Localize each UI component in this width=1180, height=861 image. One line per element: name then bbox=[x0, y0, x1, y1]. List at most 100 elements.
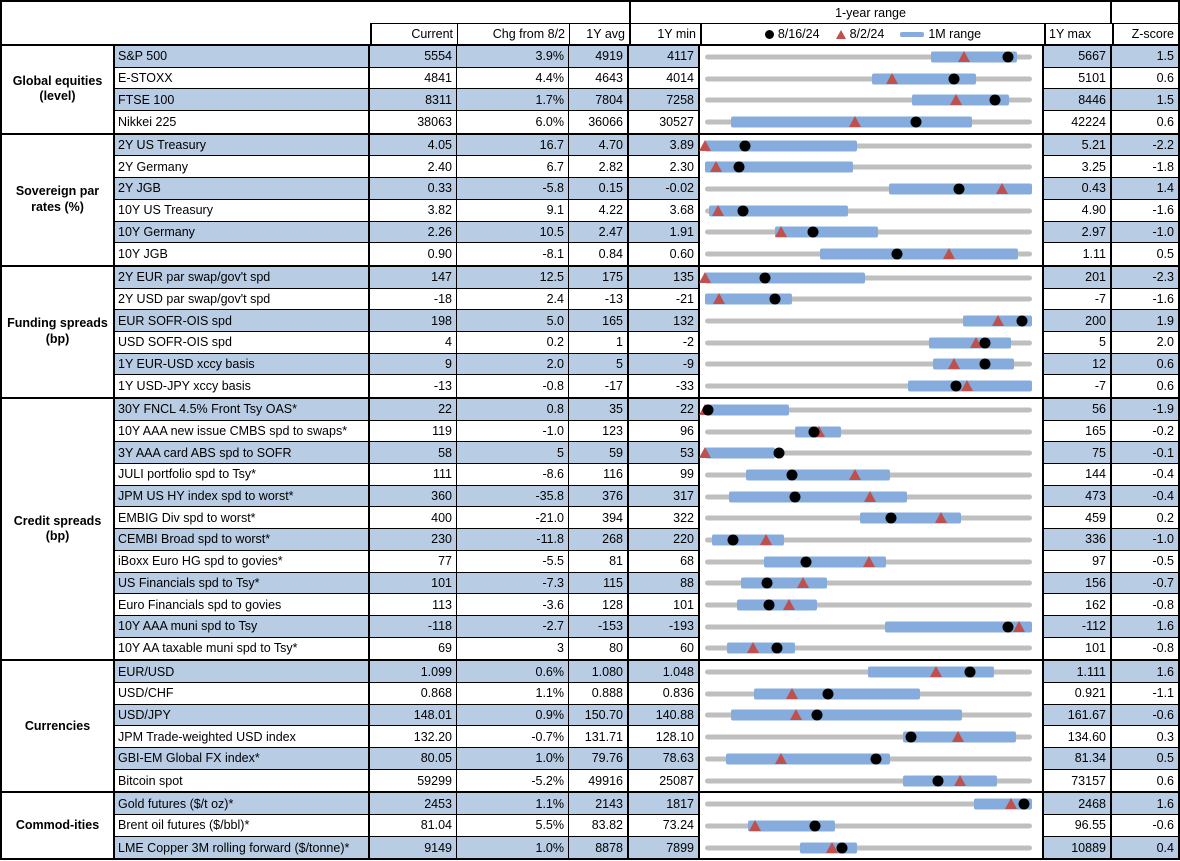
8-2-24-marker-icon bbox=[960, 380, 973, 392]
1y-range-track bbox=[705, 208, 1032, 214]
range-chart-track-area bbox=[705, 486, 1032, 508]
8-2-24-marker-icon bbox=[749, 819, 762, 831]
8-16-24-marker-icon bbox=[1002, 621, 1014, 633]
range-chart-track-area bbox=[699, 442, 1032, 464]
change-from-8-2-value: 2.0 bbox=[457, 353, 569, 376]
8-16-24-marker-icon bbox=[763, 599, 775, 611]
table-row: 10Y AAA muni spd to Tsy -118 -2.7 -153 -… bbox=[115, 615, 1178, 638]
1y-min-value: 99 bbox=[629, 464, 700, 486]
current-value: 1.099 bbox=[370, 661, 457, 683]
col-header-z-score: Z-score bbox=[1112, 24, 1178, 44]
current-value: 0.90 bbox=[370, 243, 457, 265]
range-chart-track-area bbox=[705, 638, 1032, 660]
instrument-name: 10Y AAA muni spd to Tsy bbox=[115, 615, 370, 638]
1m-range-bar bbox=[726, 753, 890, 765]
legend-item-prior-date: 8/2/24 bbox=[835, 27, 884, 41]
1y-min-value: 101 bbox=[629, 594, 700, 616]
1y-max-value: 42224 bbox=[1044, 111, 1112, 133]
instrument-name: 30Y FNCL 4.5% Front Tsy OAS* bbox=[115, 399, 370, 421]
1y-range-track bbox=[705, 801, 1032, 807]
range-chart bbox=[700, 550, 1044, 573]
current-value: 113 bbox=[370, 594, 457, 616]
z-score-value: -1.1 bbox=[1112, 683, 1178, 705]
1y-range-track bbox=[705, 580, 1032, 586]
legend-label: 1M range bbox=[928, 27, 982, 41]
1y-avg-value: 7804 bbox=[569, 89, 629, 112]
1y-range-track bbox=[705, 361, 1032, 367]
change-from-8-2-value: 1.7% bbox=[457, 89, 569, 112]
instrument-name: Bitcoin spot bbox=[115, 769, 370, 792]
change-from-8-2-value: -2.7 bbox=[457, 615, 569, 638]
current-value: -118 bbox=[370, 615, 457, 638]
1y-avg-value: 8878 bbox=[569, 836, 629, 859]
z-score-value: 0.5 bbox=[1156, 247, 1174, 262]
table-section: Credit spreads (bp) 30Y FNCL 4.5% Front … bbox=[2, 397, 1178, 660]
1y-max-value: 12 bbox=[1044, 353, 1112, 376]
instrument-name: JULI portfolio spd to Tsy* bbox=[115, 464, 370, 486]
1y-max-value: 96.55 bbox=[1044, 815, 1112, 837]
8-16-24-marker-icon bbox=[800, 556, 812, 568]
1y-max-value: 3.25 bbox=[1044, 156, 1112, 179]
current-value: 58 bbox=[370, 442, 457, 465]
8-2-24-marker-icon bbox=[864, 490, 877, 502]
1y-max-value: 165 bbox=[1044, 420, 1112, 443]
change-from-8-2-value: -5.2% bbox=[457, 769, 569, 792]
range-chart bbox=[700, 615, 1044, 638]
8-2-24-marker-icon bbox=[746, 642, 759, 654]
1y-avg-value: 4919 bbox=[569, 46, 629, 68]
1y-max-value: 336 bbox=[1044, 529, 1112, 551]
change-from-8-2-value: -7.3 bbox=[457, 572, 569, 595]
range-chart-track-area bbox=[705, 464, 1032, 486]
range-chart bbox=[699, 134, 1044, 157]
range-title-cell: 1-year range bbox=[629, 2, 1112, 24]
range-chart bbox=[700, 637, 1044, 660]
1m-range-bar bbox=[709, 205, 848, 217]
current-value: 198 bbox=[370, 310, 457, 332]
1y-range-track bbox=[705, 778, 1032, 784]
blue-bar-icon bbox=[900, 31, 925, 37]
1y-min-value: 7258 bbox=[629, 89, 700, 112]
instrument-name: Nikkei 225 bbox=[115, 111, 370, 133]
8-2-24-marker-icon bbox=[970, 336, 983, 348]
range-chart-track-area bbox=[705, 310, 1032, 332]
range-chart bbox=[700, 594, 1044, 616]
change-from-8-2-value: 3.9% bbox=[457, 46, 569, 68]
range-chart-track-area bbox=[705, 770, 1032, 792]
table-row: 2Y JGB 0.33 -5.8 0.15 -0.02 0.43 1.4 bbox=[115, 178, 1178, 200]
1m-range-bar bbox=[728, 491, 907, 503]
change-from-8-2-value: 5.5% bbox=[457, 815, 569, 837]
table-row: US Financials spd to Tsy* 101 -7.3 115 8… bbox=[115, 572, 1178, 595]
8-16-24-marker-icon bbox=[739, 140, 751, 152]
header-spacer bbox=[2, 24, 370, 44]
range-chart bbox=[700, 704, 1044, 727]
range-chart-track-area bbox=[705, 594, 1032, 616]
8-16-24-marker-icon bbox=[822, 688, 834, 700]
1y-min-value: 78.63 bbox=[629, 748, 700, 770]
8-2-24-marker-icon bbox=[952, 731, 965, 743]
z-score-value: 1.5 bbox=[1112, 89, 1178, 112]
1y-max-value: 201 bbox=[1044, 266, 1112, 289]
8-2-24-marker-icon bbox=[760, 534, 773, 546]
instrument-name: 10Y US Treasury bbox=[115, 199, 370, 222]
1y-min-value: 3.68 bbox=[629, 199, 700, 222]
change-from-8-2-value: 6.0% bbox=[457, 111, 569, 133]
range-chart-track-area bbox=[705, 354, 1032, 376]
8-16-24-marker-icon bbox=[964, 666, 976, 678]
instrument-name: CEMBI Broad spd to worst* bbox=[115, 529, 370, 551]
table-row: iBoxx Euro HG spd to govies* 77 -5.5 81 … bbox=[115, 550, 1178, 573]
1y-min-value: 88 bbox=[629, 572, 700, 595]
table-row: Euro Financials spd to govies 113 -3.6 1… bbox=[115, 594, 1178, 616]
8-16-24-marker-icon bbox=[807, 226, 819, 238]
range-chart bbox=[700, 726, 1044, 748]
8-16-24-marker-icon bbox=[932, 775, 944, 787]
change-from-8-2-value: -3.6 bbox=[457, 594, 569, 616]
1m-range-bar bbox=[774, 226, 878, 238]
range-chart-track-area bbox=[699, 135, 1032, 157]
z-score-value: -1.6 bbox=[1112, 200, 1178, 222]
range-chart-track-area bbox=[705, 332, 1032, 354]
8-2-24-marker-icon bbox=[943, 248, 956, 260]
1y-min-value: 25087 bbox=[629, 769, 700, 792]
col-header-chg: Chg from 8/2 bbox=[457, 24, 569, 44]
table-row: JULI portfolio spd to Tsy* 111 -8.6 116 … bbox=[115, 464, 1178, 486]
